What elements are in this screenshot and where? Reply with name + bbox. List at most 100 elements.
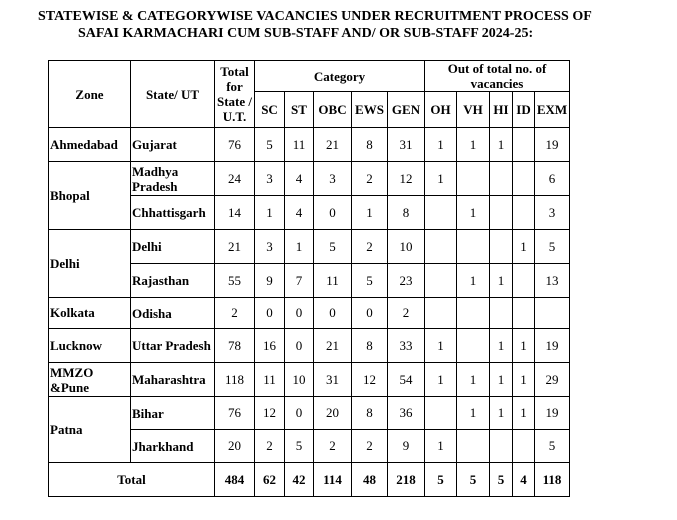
hi-cell (489, 161, 513, 196)
oh-cell: 1 (424, 328, 457, 363)
id-cell (512, 429, 535, 463)
exm-cell: 19 (534, 396, 570, 430)
header-ews: EWS (351, 91, 388, 128)
header-zone: Zone (48, 60, 131, 128)
exm-cell (534, 297, 570, 329)
oh-cell: 1 (424, 429, 457, 463)
total-cell: 14 (214, 195, 255, 230)
gen-cell: 9 (387, 429, 425, 463)
totals-total: 484 (214, 462, 255, 497)
gen-cell: 2 (387, 297, 425, 329)
oh-cell: 1 (424, 362, 457, 397)
state-cell: Uttar Pradesh (130, 328, 215, 363)
obc-cell: 21 (313, 328, 352, 363)
title-line-2: SAFAI KARMACHARI CUM SUB-STAFF AND/ OR S… (78, 26, 534, 41)
exm-cell: 6 (534, 161, 570, 196)
st-cell: 4 (284, 161, 314, 196)
gen-cell: 10 (387, 229, 425, 264)
obc-cell: 11 (313, 263, 352, 298)
zone-cell: Patna (48, 396, 131, 463)
state-cell: Jharkhand (130, 429, 215, 463)
oh-cell: 1 (424, 161, 457, 196)
state-cell: Odisha (130, 297, 215, 329)
title-line-1: STATEWISE & CATEGORYWISE VACANCIES UNDER… (38, 9, 592, 24)
state-cell: Gujarat (130, 127, 215, 162)
exm-cell: 3 (534, 195, 570, 230)
st-cell: 7 (284, 263, 314, 298)
table-row: Delhi Delhi 21 3 1 5 2 10 1 5 (48, 229, 570, 298)
vh-cell (456, 161, 490, 196)
hi-cell: 1 (489, 396, 513, 430)
totals-id: 4 (512, 462, 535, 497)
total-cell: 76 (214, 127, 255, 162)
gen-cell: 8 (387, 195, 425, 230)
zone-cell: Kolkata (48, 297, 131, 329)
total-cell: 24 (214, 161, 255, 196)
id-cell: 1 (512, 396, 535, 430)
hi-cell (489, 195, 513, 230)
vh-cell: 1 (456, 127, 490, 162)
id-cell: 1 (512, 362, 535, 397)
id-cell (512, 297, 535, 329)
header-state: State/ UT (130, 60, 215, 128)
gen-cell: 36 (387, 396, 425, 430)
exm-cell: 19 (534, 127, 570, 162)
hi-cell: 1 (489, 127, 513, 162)
oh-cell (424, 396, 457, 430)
exm-cell: 29 (534, 362, 570, 397)
vh-cell (456, 297, 490, 329)
vh-cell (456, 429, 490, 463)
gen-cell: 23 (387, 263, 425, 298)
exm-cell: 13 (534, 263, 570, 298)
header-exm: EXM (534, 91, 570, 128)
document-title: STATEWISE & CATEGORYWISE VACANCIES UNDER… (38, 8, 668, 42)
sc-cell: 9 (254, 263, 285, 298)
vh-cell: 1 (456, 195, 490, 230)
obc-cell: 31 (313, 362, 352, 397)
ews-cell: 8 (351, 396, 388, 430)
total-cell: 21 (214, 229, 255, 264)
table-row: Kolkata Odisha 2 0 0 0 0 2 (48, 297, 570, 329)
obc-cell: 20 (313, 396, 352, 430)
vh-cell (456, 328, 490, 363)
total-cell: 20 (214, 429, 255, 463)
ews-cell: 0 (351, 297, 388, 329)
table-row: Bhopal Madhya Pradesh 24 3 4 3 2 12 1 6 (48, 161, 570, 230)
state-cell: Bihar (130, 396, 215, 430)
totals-oh: 5 (424, 462, 457, 497)
zone-cell: Delhi (48, 229, 131, 298)
ews-cell: 8 (351, 127, 388, 162)
ews-cell: 2 (351, 161, 388, 196)
sc-cell: 0 (254, 297, 285, 329)
gen-cell: 54 (387, 362, 425, 397)
oh-cell (424, 229, 457, 264)
ews-cell: 2 (351, 229, 388, 264)
exm-cell: 19 (534, 328, 570, 363)
totals-exm: 118 (534, 462, 570, 497)
table-row: Ahmedabad Gujarat 76 5 11 21 8 31 1 1 1 … (48, 127, 570, 162)
hi-cell: 1 (489, 328, 513, 363)
header-total: Total for State / U.T. (214, 60, 255, 128)
st-cell: 0 (284, 328, 314, 363)
vh-cell: 1 (456, 362, 490, 397)
exm-cell: 5 (534, 229, 570, 264)
sc-cell: 3 (254, 161, 285, 196)
gen-cell: 33 (387, 328, 425, 363)
ews-cell: 8 (351, 328, 388, 363)
header-category: Category (254, 60, 425, 92)
zone-cell: Bhopal (48, 161, 131, 230)
header-obc: OBC (313, 91, 352, 128)
table-row: MMZO &Pune Maharashtra 118 11 10 31 12 5… (48, 362, 570, 397)
hi-cell (489, 297, 513, 329)
sc-cell: 16 (254, 328, 285, 363)
state-cell: Maharashtra (130, 362, 215, 397)
gen-cell: 31 (387, 127, 425, 162)
hi-cell (489, 429, 513, 463)
oh-cell (424, 195, 457, 230)
oh-cell (424, 263, 457, 298)
sc-cell: 5 (254, 127, 285, 162)
id-cell: 1 (512, 328, 535, 363)
zone-cell: Ahmedabad (48, 127, 131, 162)
id-cell (512, 127, 535, 162)
ews-cell: 12 (351, 362, 388, 397)
